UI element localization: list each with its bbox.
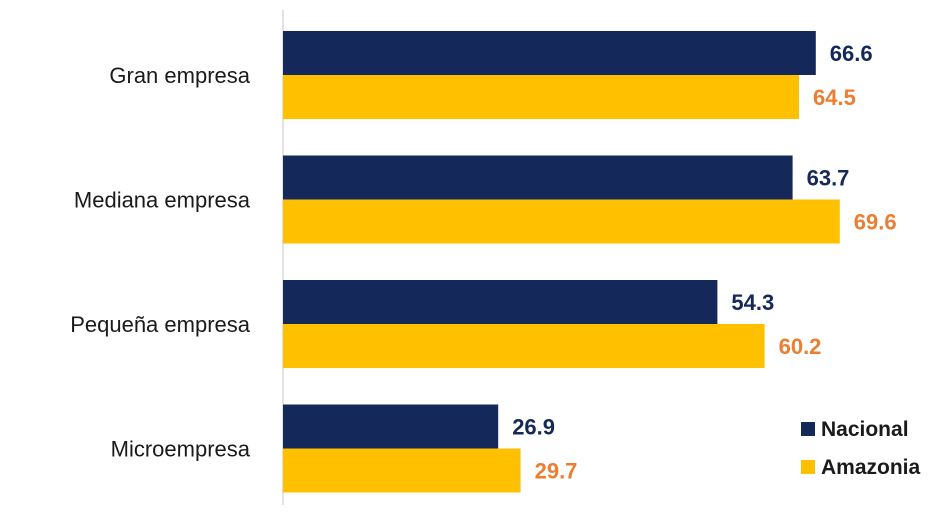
data-label-nacional-microempresa: 26.9 — [512, 415, 555, 440]
data-label-nacional-pequena-empresa: 54.3 — [731, 290, 774, 315]
data-label-nacional-mediana-empresa: 63.7 — [807, 166, 850, 191]
legend: Nacional Amazonia — [801, 418, 921, 479]
legend-swatch-nacional — [801, 422, 815, 436]
bar-nacional-gran-empresa — [283, 31, 816, 75]
bar-amazonia-gran-empresa — [283, 75, 799, 119]
bar-amazonia-mediana-empresa — [283, 199, 840, 244]
data-label-amazonia-pequena-empresa: 60.2 — [779, 334, 822, 359]
legend-label-amazonia: Amazonia — [821, 456, 921, 479]
data-label-amazonia-gran-empresa: 64.5 — [813, 85, 856, 110]
bar-nacional-mediana-empresa — [283, 155, 793, 200]
data-label-amazonia-mediana-empresa: 69.6 — [854, 210, 897, 235]
legend-swatch-amazonia — [801, 460, 815, 474]
bars-group — [283, 31, 840, 493]
category-label-microempresa: Microempresa — [111, 437, 251, 462]
data-label-amazonia-microempresa: 29.7 — [535, 459, 578, 484]
category-label-gran-empresa: Gran empresa — [109, 63, 250, 88]
bar-nacional-pequena-empresa — [283, 280, 718, 324]
legend-label-nacional: Nacional — [821, 418, 909, 441]
bar-nacional-microempresa — [283, 404, 499, 449]
category-label-pequena-empresa: Pequeña empresa — [70, 312, 251, 337]
data-label-nacional-gran-empresa: 66.6 — [830, 41, 873, 66]
category-label-mediana-empresa: Mediana empresa — [74, 188, 251, 213]
bar-amazonia-microempresa — [283, 448, 521, 493]
bar-amazonia-pequena-empresa — [283, 324, 765, 368]
